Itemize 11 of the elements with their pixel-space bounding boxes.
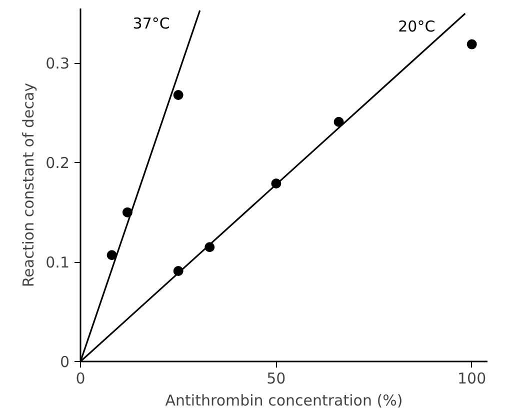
series-label: 37°C: [132, 14, 170, 32]
x-tick-label: 0: [76, 370, 86, 388]
series-label: 20°C: [398, 17, 436, 36]
x-tick-label: 100: [458, 370, 486, 388]
y-tick-label: 0.2: [46, 154, 70, 172]
y-tick-label: 0.1: [46, 254, 70, 272]
x-tick-label: 50: [266, 370, 286, 388]
y-axis-title: Reaction constant of decay: [20, 82, 38, 288]
y-tick-label: 0: [60, 353, 70, 371]
y-tick-label: 0.3: [46, 54, 70, 73]
x-axis-title: Antithrombin concentration (%): [165, 392, 403, 410]
